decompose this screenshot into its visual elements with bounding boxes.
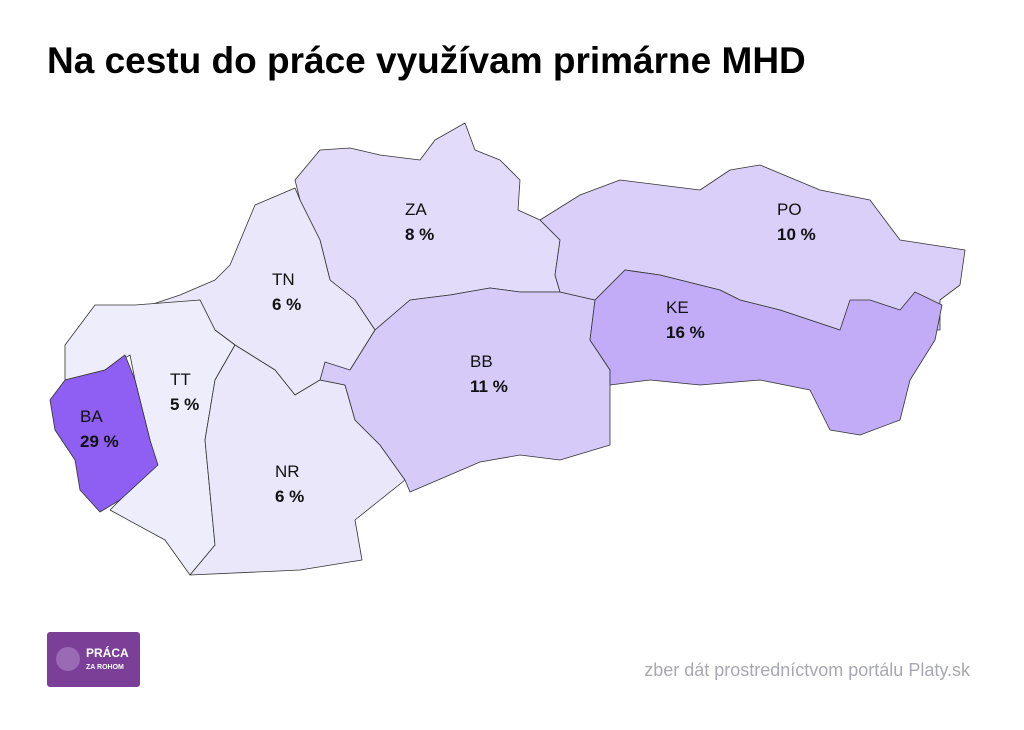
- region-value: 16 %: [666, 323, 705, 342]
- region-code: BB: [470, 352, 493, 371]
- logo-subtext: ZA ROHOM: [86, 664, 124, 671]
- logo: [47, 632, 140, 687]
- region-value: 29 %: [80, 432, 119, 451]
- region: [49, 354, 159, 513]
- region: [189, 344, 406, 576]
- region-code: ZA: [405, 200, 427, 219]
- region-code: KE: [666, 298, 689, 317]
- region-code: TN: [272, 270, 295, 289]
- title: Na cestu do práce využívam primárne MHD: [47, 40, 806, 81]
- region: [319, 287, 611, 493]
- region-value: 10 %: [777, 225, 816, 244]
- logo-icon: [56, 647, 80, 671]
- logo-text: PRÁCA: [86, 645, 129, 660]
- region-code: NR: [275, 462, 300, 481]
- map: ZA 8 % TN 6 % TT 5 % BA 29 % NR 6 % BB 11 % PO 10 % KE…: [49, 122, 966, 576]
- region-value: 5 %: [170, 395, 199, 414]
- source: zber dát prostredníctvom portálu Platy.s…: [644, 660, 971, 680]
- region-value: 11 %: [470, 377, 508, 396]
- region-value: 6 %: [275, 487, 304, 506]
- region-value: 8 %: [405, 225, 434, 244]
- region: [589, 269, 943, 436]
- region-code: PO: [777, 200, 802, 219]
- region-value: 6 %: [272, 295, 301, 314]
- region-code: TT: [170, 370, 191, 389]
- region: [64, 299, 236, 576]
- region-code: BA: [80, 407, 103, 426]
